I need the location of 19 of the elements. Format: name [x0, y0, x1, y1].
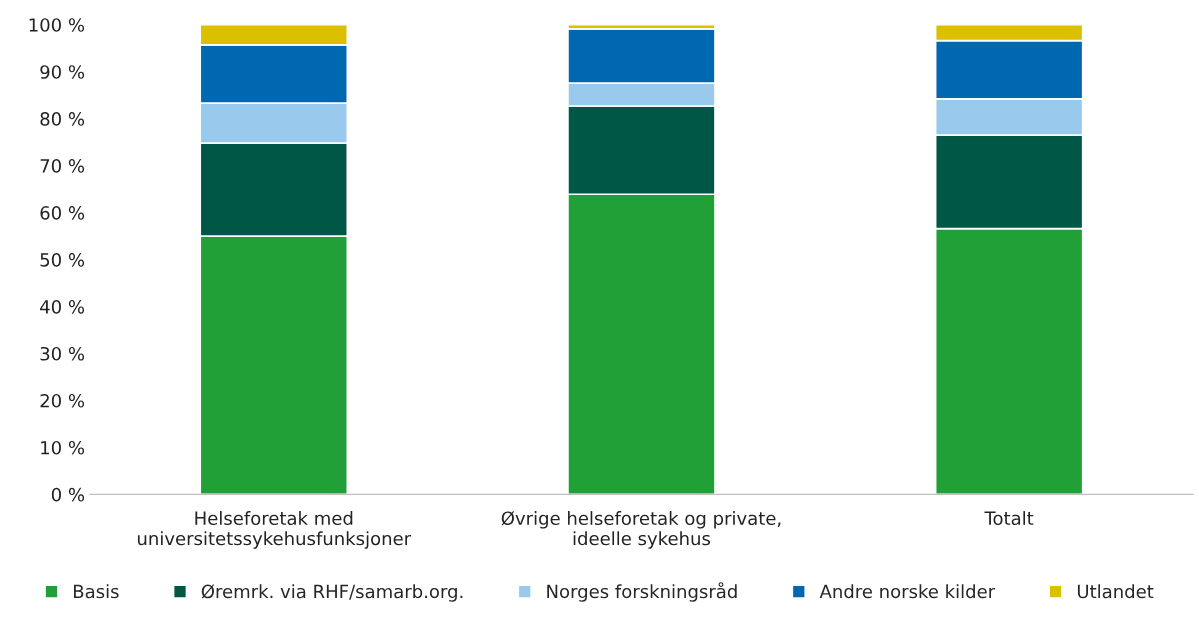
y-tick-label: 20 % — [40, 393, 85, 408]
legend-label: Basis — [74, 584, 119, 599]
x-tick-label: Øvrige helseforetak og private, ideelle sykehus — [501, 511, 781, 549]
y-tick-label: 0 % — [51, 487, 85, 502]
legend-label: Andre norske kilder — [819, 584, 996, 599]
x-tick-label: Totalt — [984, 511, 1034, 526]
legend-label: Øremrk. via RHF/samarb.org. — [201, 584, 463, 602]
y-tick-label: 40 % — [40, 299, 85, 314]
y-tick-label: 70 % — [40, 159, 85, 173]
y-tick-label: 30 % — [40, 346, 85, 361]
legend-label: Utlandet — [1077, 584, 1154, 599]
x-tick-label: Helseforetak med universitetssykehusfunksjoner — [137, 511, 412, 549]
y-tick-label: 100 % — [29, 18, 85, 32]
y-tick-label: 80 % — [40, 112, 85, 126]
legend-label: Norges forskningsråd — [547, 582, 737, 602]
y-tick-label: 90 % — [40, 65, 85, 79]
y-tick-label: 60 % — [40, 206, 85, 220]
y-tick-label: 10 % — [41, 440, 85, 455]
y-tick-label: 50 % — [40, 253, 85, 267]
